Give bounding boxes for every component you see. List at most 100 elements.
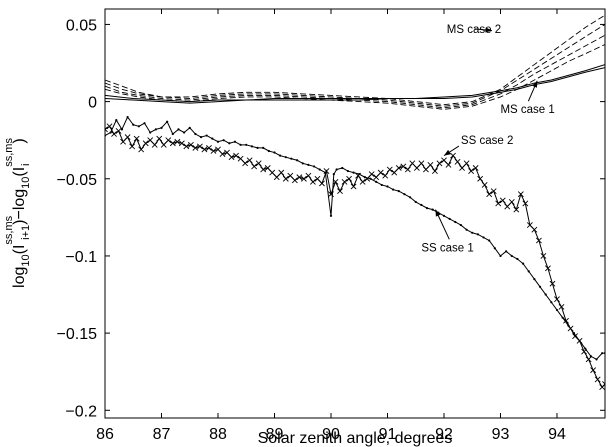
annotation-arrowhead bbox=[485, 27, 493, 33]
data-point-x bbox=[418, 160, 425, 167]
data-point-x bbox=[246, 157, 253, 164]
data-point-dot bbox=[589, 355, 592, 358]
data-point-x bbox=[395, 165, 402, 171]
data-point-x bbox=[196, 143, 203, 150]
data-point-x bbox=[472, 165, 479, 171]
data-point-dot bbox=[482, 236, 485, 239]
data-point-x bbox=[337, 188, 343, 195]
data-point-x bbox=[165, 137, 172, 144]
data-point-dot bbox=[352, 171, 355, 174]
data-point-x bbox=[513, 206, 520, 213]
data-point-dot bbox=[205, 134, 208, 137]
data-point-x bbox=[174, 138, 181, 145]
data-point-x bbox=[296, 174, 303, 181]
data-point-x bbox=[350, 183, 357, 190]
x-tick-label: 89 bbox=[266, 426, 284, 443]
data-point-x bbox=[477, 175, 484, 182]
data-point-dot bbox=[516, 257, 519, 261]
data-point-dot bbox=[267, 149, 270, 153]
data-point-x bbox=[554, 296, 560, 303]
series-1 bbox=[105, 123, 605, 391]
data-point-dot bbox=[341, 166, 344, 170]
data-point-x bbox=[129, 143, 136, 150]
data-point-x bbox=[147, 137, 154, 144]
data-point-x bbox=[192, 144, 199, 151]
data-point-dot bbox=[284, 156, 287, 159]
x-tick-label: 90 bbox=[322, 426, 340, 443]
data-point-x bbox=[291, 177, 298, 184]
annotation-layer: MS case 2 MS case 1 SS case 2 SS case 1 bbox=[421, 24, 554, 254]
data-point-dot bbox=[295, 159, 299, 162]
data-point-dot bbox=[177, 128, 180, 131]
data-point-dot bbox=[369, 177, 372, 180]
data-point-dot bbox=[550, 301, 553, 304]
data-point-dot bbox=[584, 347, 587, 350]
data-point-dot bbox=[262, 146, 265, 150]
annotation-arrowhead bbox=[435, 209, 441, 217]
data-point-x bbox=[526, 222, 533, 228]
series-3 bbox=[105, 64, 605, 103]
data-point-x bbox=[590, 367, 597, 374]
data-point-dot bbox=[137, 125, 140, 128]
data-point-x bbox=[359, 178, 366, 185]
data-point-x bbox=[233, 152, 239, 159]
data-point-x bbox=[436, 160, 443, 167]
data-point-x bbox=[545, 265, 551, 272]
x-tick-label: 86 bbox=[96, 426, 114, 443]
data-point-dot bbox=[120, 128, 124, 131]
data-point-x bbox=[427, 161, 434, 168]
data-point-dot bbox=[329, 214, 333, 217]
data-point-dot bbox=[346, 169, 350, 173]
data-point-dot bbox=[493, 247, 496, 250]
data-point-dot bbox=[335, 168, 338, 171]
data-point-dot bbox=[358, 173, 361, 176]
series-line bbox=[105, 116, 605, 360]
data-point-x bbox=[368, 171, 375, 178]
data-point-dot bbox=[312, 165, 316, 168]
series-7 bbox=[105, 34, 605, 109]
data-point-x bbox=[377, 169, 384, 176]
data-point-x bbox=[463, 160, 470, 167]
data-point-x bbox=[309, 178, 316, 185]
data-point-x bbox=[495, 200, 502, 207]
data-point-x bbox=[486, 191, 493, 198]
series-line bbox=[105, 24, 605, 107]
data-point-dot bbox=[256, 146, 259, 150]
y-axis-label: log10(Iss,ms i+1)−log10(Iss,ms i) bbox=[3, 138, 32, 288]
series-line bbox=[105, 14, 605, 106]
series-line bbox=[105, 34, 605, 109]
data-point-x bbox=[499, 197, 506, 204]
series-layer bbox=[105, 14, 605, 391]
data-point-x bbox=[156, 135, 163, 142]
data-point-dot bbox=[448, 217, 451, 221]
series-5 bbox=[105, 14, 605, 106]
data-point-dot bbox=[538, 285, 542, 288]
data-point-dot bbox=[273, 151, 276, 154]
data-point-x bbox=[422, 166, 429, 173]
data-point-dot bbox=[567, 324, 570, 327]
data-point-dot bbox=[228, 142, 231, 145]
data-point-x bbox=[558, 303, 565, 310]
data-point-x bbox=[522, 200, 529, 207]
data-point-x bbox=[183, 143, 190, 150]
data-point-dot bbox=[555, 308, 559, 312]
tick-layer: 86 87 88 89 90 91 92 93 94 −0.2 −0.15 −0.1 −0.05 0 0.0… bbox=[57, 9, 605, 443]
series-2 bbox=[105, 115, 605, 361]
data-point-dot bbox=[572, 332, 576, 335]
series-4 bbox=[105, 67, 605, 104]
data-point-dot bbox=[442, 214, 446, 217]
data-point-x bbox=[115, 128, 122, 134]
data-point-x bbox=[105, 126, 108, 133]
data-point-dot bbox=[109, 131, 112, 134]
data-point-x bbox=[346, 175, 352, 182]
data-point-dot bbox=[510, 254, 513, 258]
data-point-dot bbox=[533, 277, 536, 281]
data-point-x bbox=[517, 191, 524, 198]
data-point-x bbox=[300, 175, 307, 182]
data-point-dot bbox=[578, 339, 581, 342]
data-point-dot bbox=[386, 185, 389, 188]
data-point-dot bbox=[459, 223, 463, 227]
data-point-dot bbox=[527, 270, 530, 273]
data-point-x bbox=[413, 165, 420, 171]
